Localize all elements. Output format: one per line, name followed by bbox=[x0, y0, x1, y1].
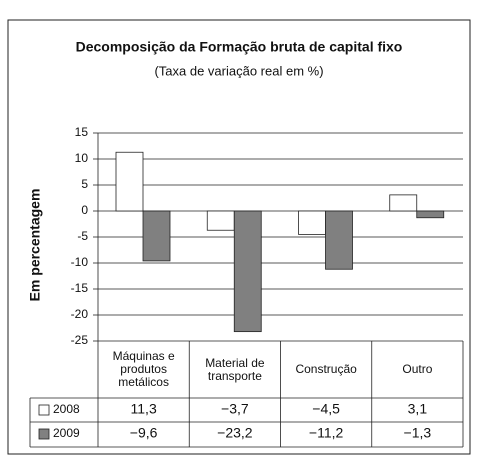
y-tick-label: -5 bbox=[77, 229, 88, 243]
value-label: 11,3 bbox=[131, 401, 157, 417]
x-tick-label: Máquinas e produtos metálicos bbox=[112, 349, 175, 389]
chart-subtitle: (Taxa de variação real em %) bbox=[154, 63, 323, 78]
y-tick-label: -15 bbox=[71, 281, 89, 295]
y-tick-label: 10 bbox=[75, 151, 89, 165]
value-label: −9,6 bbox=[130, 425, 158, 441]
bar bbox=[233, 210, 262, 333]
bar bbox=[206, 210, 235, 231]
value-label: −11,2 bbox=[309, 425, 344, 441]
value-label: −4,5 bbox=[312, 401, 340, 417]
legend-swatch bbox=[38, 428, 50, 440]
y-axis-label: Em percentagem bbox=[27, 189, 43, 302]
bar bbox=[115, 151, 144, 212]
bar bbox=[325, 210, 353, 270]
chart-title: Decomposição da Formação bruta de capita… bbox=[76, 39, 403, 55]
y-tick-label: -25 bbox=[71, 333, 89, 347]
value-label: −23,2 bbox=[217, 425, 253, 441]
bar bbox=[142, 210, 171, 262]
x-tick-label: Material de transporte bbox=[205, 355, 265, 383]
legend-label: 2008 bbox=[53, 402, 80, 416]
x-tick-label: Construção bbox=[295, 362, 357, 376]
frame bbox=[7, 19, 471, 455]
bar bbox=[298, 210, 326, 235]
y-tick-label: -10 bbox=[71, 255, 89, 269]
category-cell: Outro bbox=[402, 362, 433, 376]
legend-swatch bbox=[38, 404, 50, 416]
value-label: 3,1 bbox=[408, 401, 428, 417]
value-label: −3,7 bbox=[221, 401, 249, 417]
x-tick-label: Outro bbox=[402, 362, 433, 376]
y-tick-label: 0 bbox=[81, 203, 88, 217]
y-tick-label: -20 bbox=[71, 307, 89, 321]
category-cell: Construção bbox=[295, 362, 357, 376]
category-cell: Máquinas e produtos metálicos bbox=[112, 349, 175, 389]
legend-label: 2009 bbox=[53, 426, 80, 440]
bar bbox=[416, 210, 445, 219]
y-tick-label: 5 bbox=[81, 177, 88, 191]
y-tick-label: 15 bbox=[75, 125, 89, 139]
category-cell: Material de transporte bbox=[205, 355, 265, 383]
value-label: −1,3 bbox=[404, 425, 432, 441]
bar bbox=[389, 194, 418, 212]
